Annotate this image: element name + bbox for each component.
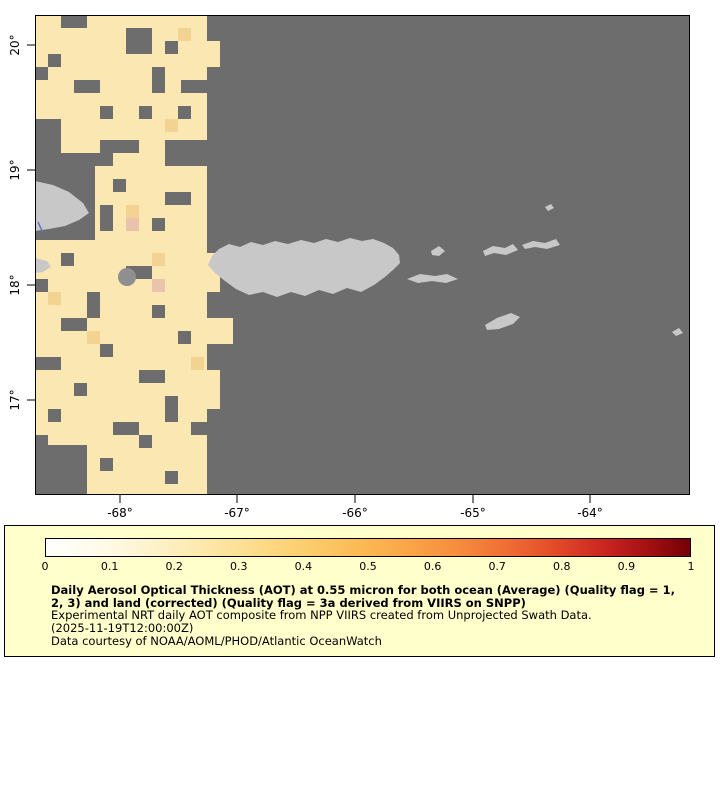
nodata-cell <box>35 435 48 448</box>
nodata-cell <box>139 370 165 383</box>
colorbar-tick-0.6: 0.6 <box>423 560 442 573</box>
nodata-cell <box>165 41 178 54</box>
nodata-cell <box>74 448 87 461</box>
colorbar-tick-1: 1 <box>687 560 695 573</box>
colorbar <box>45 538 691 557</box>
nodata-cell <box>100 458 113 471</box>
aot-data-cell <box>139 140 165 153</box>
legend-text-block: Daily Aerosol Optical Thickness (AOT) at… <box>51 584 675 648</box>
nodata-cell <box>61 318 87 331</box>
legend-title-line-1: Daily Aerosol Optical Thickness (AOT) at… <box>51 583 675 597</box>
nodata-cell <box>191 422 207 435</box>
aot-mid-cell <box>87 331 100 344</box>
map-frame <box>35 15 690 495</box>
lon-tick-label: -65° <box>460 506 486 520</box>
lat-tick-label: 18° <box>8 274 22 295</box>
nodata-cell <box>48 54 61 67</box>
far-east-island <box>672 328 683 336</box>
aot-pink-cell <box>152 279 165 292</box>
lat-tick-label: 20° <box>8 34 22 55</box>
aot-data-cell <box>207 370 220 409</box>
nodata-cell <box>74 80 100 93</box>
nodata-cell <box>61 253 74 266</box>
nodata-cell <box>35 67 48 80</box>
legend-title-line-2: 2, 3) and land (corrected) (Quality flag… <box>51 595 526 610</box>
nodata-cell <box>100 106 113 119</box>
puerto-rico <box>208 238 400 297</box>
mona-island <box>35 258 51 273</box>
aot-mid-cell <box>152 253 165 266</box>
aot-data-cell <box>207 318 233 344</box>
vieques <box>407 274 458 283</box>
aot-map-figure: 20° 19° 18° 17° -68° -67° -66° -65° -64° <box>8 15 690 520</box>
colorbar-tick-0.4: 0.4 <box>294 560 313 573</box>
colorbar-tick-labels: 0 0.1 0.2 0.3 0.4 0.5 0.6 0.7 0.8 0.9 1 <box>41 560 695 574</box>
aot-data-cell <box>61 140 100 153</box>
lon-tick-label: -64° <box>577 506 603 520</box>
nodata-cell <box>165 396 178 422</box>
nodata-cell <box>178 106 191 119</box>
colorbar-tick-0.7: 0.7 <box>488 560 506 573</box>
nodata-cell <box>181 80 207 93</box>
legend-panel: 0 0.1 0.2 0.3 0.4 0.5 0.6 0.7 0.8 0.9 1 Daily Aero… <box>4 525 715 657</box>
anegada <box>545 204 554 211</box>
lon-tick-label: -68° <box>107 506 133 520</box>
colorbar-tick-0.8: 0.8 <box>553 560 571 573</box>
colorbar-tick-0.5: 0.5 <box>359 560 377 573</box>
dominican-republic-tip <box>35 181 89 231</box>
aot-mid-cell <box>191 357 204 370</box>
lat-tick-label: 17° <box>8 389 22 410</box>
nodata-cell <box>126 28 152 54</box>
aot-data-cell <box>207 41 220 67</box>
nodata-cell <box>113 179 126 192</box>
aot-mid-cell <box>48 292 61 305</box>
st-croix <box>485 313 520 330</box>
river-line <box>37 221 44 234</box>
culebra <box>431 246 445 256</box>
lon-tick-label: -67° <box>224 506 250 520</box>
aot-data-cell <box>113 153 165 166</box>
nodata-cell <box>100 344 113 357</box>
nodata-cell <box>113 422 139 435</box>
nodata-cell <box>48 409 61 422</box>
gray-blob <box>118 268 136 286</box>
nodata-cell <box>35 119 61 140</box>
legend-info-line-3: Data courtesy of NOAA/AOML/PHOD/Atlantic… <box>51 633 382 648</box>
nodata-cell <box>139 106 152 119</box>
colorbar-tick-0: 0 <box>41 560 49 573</box>
nodata-cell <box>35 279 48 292</box>
tortola-virgin-gorda <box>522 239 560 249</box>
map-layers <box>35 15 690 495</box>
legend-info-line-1: Experimental NRT daily AOT composite fro… <box>51 608 592 623</box>
nodata-cell <box>165 471 178 484</box>
st-thomas-st-john <box>483 244 518 256</box>
nodata-cell <box>165 192 191 205</box>
colorbar-tick-0.9: 0.9 <box>617 560 636 573</box>
nodata-cell <box>35 357 61 370</box>
nodata-cell <box>74 383 87 396</box>
nodata-cell <box>87 292 100 318</box>
nodata-cell <box>152 218 165 231</box>
aot-pink-cell <box>126 218 139 231</box>
aot-mid-cell <box>126 205 139 218</box>
aot-mid-cell <box>178 28 191 41</box>
colorbar-tick-0.3: 0.3 <box>230 560 248 573</box>
nodata-cell <box>178 331 191 344</box>
aot-mid-cell <box>165 119 178 132</box>
lat-tick-label: 19° <box>8 159 22 180</box>
nodata-cell <box>61 15 87 28</box>
nodata-cell <box>139 435 152 448</box>
legend-info-line-2: (2025-11-19T12:00:00Z) <box>51 621 194 636</box>
nodata-cell <box>152 305 165 318</box>
lon-tick-label: -66° <box>342 506 368 520</box>
colorbar-tick-0.1: 0.1 <box>100 560 119 573</box>
colorbar-tick-0.2: 0.2 <box>165 560 183 573</box>
nodata-cell <box>100 205 113 231</box>
nodata-cell <box>152 67 165 93</box>
